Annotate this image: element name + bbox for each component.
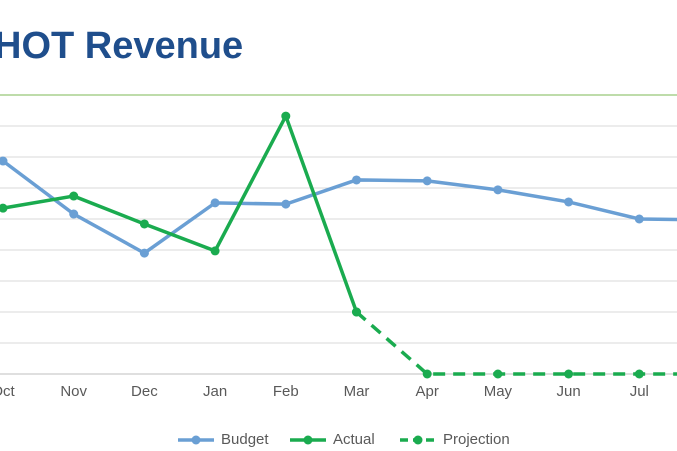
legend-marker — [413, 435, 423, 445]
x-tick-label: Mar — [344, 383, 370, 400]
legend-marker — [303, 435, 313, 445]
data-point — [634, 214, 644, 224]
x-tick-label: Jul — [630, 383, 649, 400]
data-point — [634, 369, 644, 379]
data-point — [493, 369, 503, 379]
data-point — [210, 198, 220, 208]
x-tick-label: Jun — [557, 383, 581, 400]
chart-title: HOT Revenue — [0, 25, 243, 67]
legend-marker — [191, 435, 201, 445]
x-tick-label: May — [484, 383, 513, 400]
data-point — [281, 111, 291, 121]
data-point — [69, 209, 79, 219]
data-point — [0, 156, 8, 166]
data-point — [422, 369, 432, 379]
data-point — [139, 248, 149, 258]
data-point — [69, 191, 79, 201]
x-tick-label: Dec — [131, 383, 158, 400]
x-tick-label: Oct — [0, 383, 15, 400]
data-point — [564, 369, 574, 379]
legend-label: Projection — [443, 431, 510, 448]
series-line — [355, 310, 677, 376]
data-point — [422, 176, 432, 186]
data-point — [210, 246, 220, 256]
data-point — [139, 219, 149, 229]
legend-label: Budget — [221, 431, 269, 448]
plot-area — [0, 111, 677, 379]
x-tick-label: Jan — [203, 383, 227, 400]
legend-label: Actual — [333, 431, 375, 448]
data-point — [352, 175, 361, 185]
x-tick-label: Nov — [60, 383, 87, 400]
data-point — [281, 199, 291, 209]
series-line — [2, 111, 359, 313]
data-point — [0, 203, 8, 213]
data-point — [493, 185, 503, 195]
x-tick-label: Apr — [416, 383, 439, 400]
data-point — [352, 307, 361, 317]
x-tick-label: Feb — [273, 383, 299, 400]
data-point — [564, 197, 574, 207]
